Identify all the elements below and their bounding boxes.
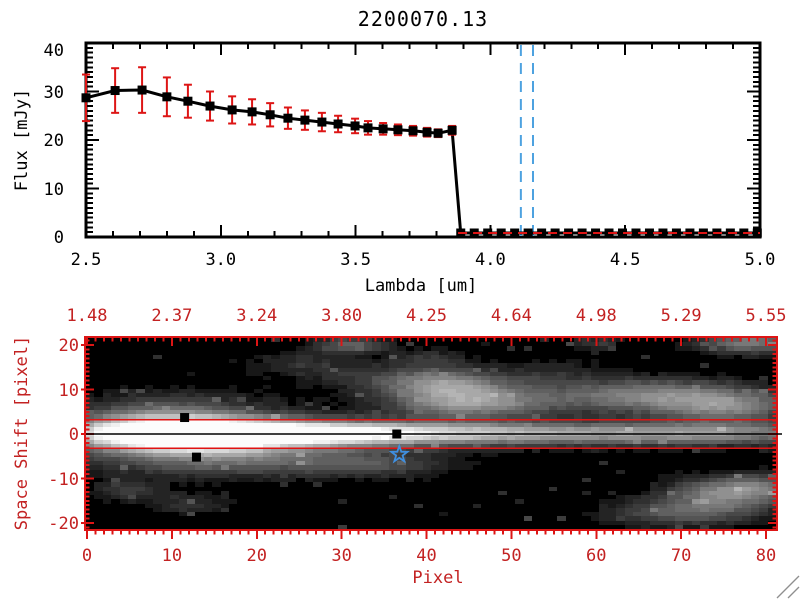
- data-point-marker: [300, 115, 310, 125]
- map-ticks: [81, 337, 777, 539]
- data-point-marker: [483, 228, 493, 238]
- pixel-tick-label: 40: [416, 546, 437, 566]
- data-point-marker: [162, 92, 172, 102]
- y-tick-label: 30: [43, 82, 64, 103]
- pixel-tick-label: 0: [81, 546, 93, 566]
- data-point-marker: [378, 124, 388, 134]
- data-point-marker: [205, 101, 215, 111]
- position-marker: [180, 413, 190, 423]
- data-point-marker: [183, 96, 193, 106]
- wavelength-tick-label: 3.24: [236, 306, 278, 326]
- data-point-marker: [644, 228, 654, 238]
- data-point-marker: [523, 228, 533, 238]
- x-tick-label: 2.5: [70, 250, 102, 270]
- wavelength-tick-label: 1.48: [66, 306, 108, 326]
- data-point-marker: [658, 228, 668, 238]
- corner-hatch-icon: [776, 575, 800, 599]
- data-point-marker: [422, 127, 432, 137]
- x-tick-label: 3.0: [205, 250, 237, 270]
- pixel-tick-label: 10: [161, 546, 183, 566]
- pixel-tick-label: 60: [586, 546, 607, 566]
- data-point-marker: [110, 86, 120, 96]
- wavelength-tick-label: 4.25: [406, 306, 447, 326]
- spectrum-series: [85, 88, 758, 235]
- data-point-marker: [137, 85, 147, 95]
- spectrum-ticks: [85, 42, 761, 238]
- y-tick-label: 10: [43, 179, 64, 200]
- position-marker: [392, 429, 402, 439]
- y-tick-label: 20: [43, 131, 64, 151]
- map-lines: [86, 418, 782, 450]
- shift-tick-label: 20: [58, 336, 79, 356]
- data-point-marker: [408, 126, 418, 136]
- wavelength-tick-label: 4.98: [575, 306, 617, 326]
- star-marker: [388, 443, 410, 464]
- map-markers: [180, 413, 410, 464]
- wavelength-tick-label: 2.37: [151, 306, 193, 326]
- data-point-marker: [631, 228, 641, 238]
- wavelength-window-lines: [519, 45, 534, 236]
- shift-tick-label: 0: [68, 425, 79, 445]
- y-tick-label: 40: [43, 41, 64, 61]
- x-tick-label: 4.0: [475, 250, 506, 270]
- pixel-tick-label: 50: [501, 546, 522, 566]
- data-point-marker: [496, 228, 506, 238]
- spectrum-frame: [84, 41, 762, 239]
- shift-tick-label: -10: [48, 469, 79, 490]
- wavelength-tick-label: 3.80: [321, 306, 363, 326]
- data-point-marker: [350, 121, 360, 131]
- data-point-marker: [333, 119, 343, 129]
- data-point-marker: [317, 117, 327, 127]
- shift-tick-label: 10: [58, 380, 79, 401]
- pixel-tick-label: 30: [331, 546, 352, 566]
- y-tick-label: 0: [53, 228, 64, 248]
- data-point-marker: [81, 93, 91, 103]
- data-point-marker: [265, 110, 275, 120]
- data-point-marker: [618, 228, 628, 238]
- pixel-tick-label: 70: [670, 546, 692, 566]
- pixel-tick-label: 20: [246, 546, 267, 566]
- x-tick-label: 3.5: [340, 250, 371, 270]
- pixel-tick-label: 80: [755, 546, 777, 566]
- x-tick-label: 5.0: [744, 250, 776, 270]
- data-point-marker: [510, 228, 520, 238]
- data-point-marker: [433, 128, 443, 138]
- wavelength-tick-label: 5.55: [745, 306, 787, 326]
- plot-title: 2200070.13: [357, 7, 489, 31]
- data-point-marker: [363, 123, 373, 133]
- position-marker: [191, 452, 201, 462]
- shift-tick-label: -20: [48, 514, 79, 534]
- wavelength-tick-label: 4.64: [490, 306, 532, 326]
- data-point-marker: [227, 105, 237, 115]
- x-tick-label: 4.5: [609, 250, 641, 270]
- data-point-marker: [247, 107, 257, 117]
- wavelength-tick-label: 5.29: [660, 306, 702, 326]
- spectrum-markers: [81, 85, 762, 238]
- data-point-marker: [447, 125, 457, 135]
- data-point-marker: [393, 125, 403, 135]
- data-point-marker: [283, 113, 293, 123]
- lambda-axis-label: Lambda [um]: [364, 276, 478, 296]
- data-point-marker: [752, 228, 762, 238]
- pixel-axis-label: Pixel: [412, 568, 464, 588]
